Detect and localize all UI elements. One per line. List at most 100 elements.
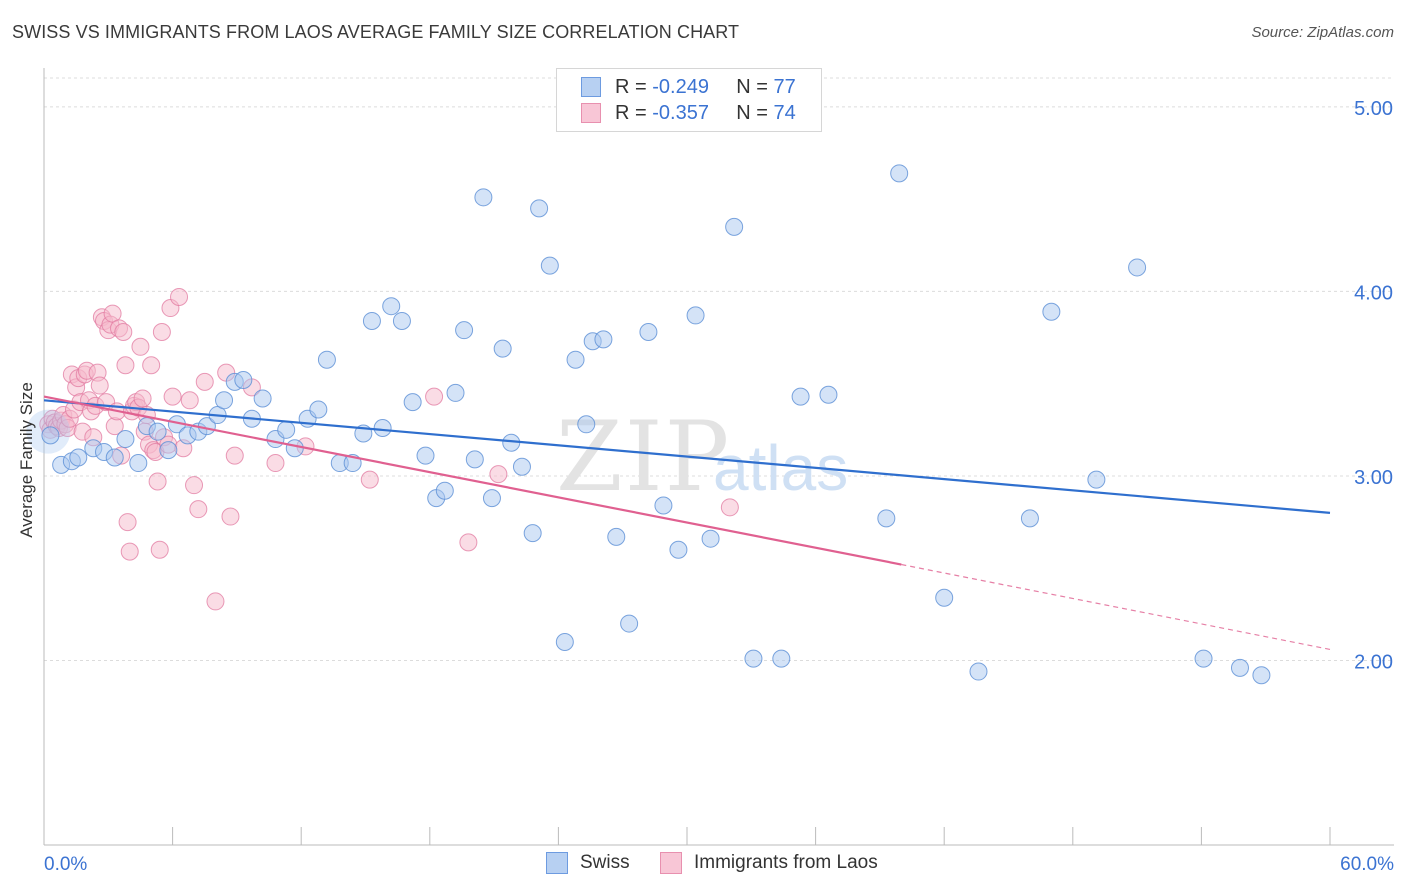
tick-labels: 2.00 3.00 4.00 5.00 0.0% 60.0% [44,98,1394,875]
swiss-point [512,457,531,476]
laos-point [90,376,109,395]
swiss-point [403,393,422,412]
swiss-point [654,496,673,515]
swiss-point [725,217,744,236]
laos-point [185,476,204,495]
legend: R = -0.249 N = 77 R = -0.357 N = 74 [556,68,822,132]
laos-point [720,498,739,517]
swiss-point [285,439,304,458]
bottom-legend-label-swiss: Swiss [580,852,630,873]
y-tick-label: 4.00 [1354,282,1393,304]
trend-lines [43,395,1331,650]
legend-r-value-laos: -0.357 [652,101,709,124]
x-tick-label-max: 60.0% [1340,854,1394,875]
legend-r-value-swiss: -0.249 [652,75,709,98]
swiss-point [1087,470,1106,489]
swiss-point [594,330,613,349]
swiss-point [1194,649,1213,668]
swiss-point [309,400,328,419]
grid-lines [44,77,1394,661]
swiss-point [392,311,411,330]
swiss-point [416,446,435,465]
legend-n-value-laos: 74 [773,101,796,124]
swiss-point [639,323,658,342]
laos-point [221,507,240,526]
swiss-point [620,614,639,633]
swiss-point [215,391,234,410]
legend-n-label-laos: N = [736,101,768,124]
laos-point [163,387,182,406]
swiss-point [446,383,465,402]
laos-point [206,592,225,611]
laos-point [425,387,444,406]
swiss-point [41,426,60,445]
swiss-point [969,662,988,681]
swiss-point [277,420,296,439]
bottom-legend-laos: Immigrants from Laos [660,852,878,874]
legend-swatch-swiss [581,77,601,97]
swiss-point [474,188,493,207]
bottom-legend-swiss: Swiss [546,852,630,874]
swiss-point [253,389,272,408]
legend-row-swiss: R = -0.249 N = 77 [581,75,796,99]
swiss-point [577,415,596,434]
laos-point [152,323,171,342]
laos-point [133,389,152,408]
swiss-point [701,529,720,548]
swiss-point [530,199,549,218]
laos-point [150,540,169,559]
swiss-point [116,430,135,449]
laos-point [195,372,214,391]
laos-point [118,513,137,532]
bottom-legend-label-laos: Immigrants from Laos [694,852,878,873]
swiss-point [373,418,392,437]
swiss-point [877,509,896,528]
swiss-point [435,481,454,500]
legend-n-label-swiss: N = [736,75,768,98]
y-tick-label: 3.00 [1354,467,1393,489]
bottom-legend-swatch-laos [660,852,682,874]
swiss-point [148,422,167,441]
trend-line-swiss [43,399,1331,514]
legend-row-laos: R = -0.357 N = 74 [581,101,796,125]
swiss-point [791,387,810,406]
swiss-point [819,385,838,404]
swiss-point [555,633,574,652]
laos-point [489,465,508,484]
laos-point [131,337,150,356]
laos-point [120,542,139,561]
swiss-point [540,256,559,275]
legend-r-label-swiss: R = [615,75,647,98]
trend-line-laos-extension [901,563,1331,650]
bottom-legend-swatch-swiss [546,852,568,874]
x-tick-label-min: 0.0% [44,854,87,875]
legend-swatch-laos [581,103,601,123]
swiss-point [482,489,501,508]
swiss-point [1042,302,1061,321]
swiss-point [317,350,336,369]
swiss-point [1128,258,1147,277]
y-tick-label: 2.00 [1354,651,1393,673]
series-swiss-points [26,164,1271,685]
chart-title: SWISS VS IMMIGRANTS FROM LAOS AVERAGE FA… [12,22,740,42]
swiss-point [1230,658,1249,677]
swiss-point [234,371,253,389]
y-tick-label: 5.00 [1354,98,1393,120]
swiss-point [159,441,178,460]
swiss-point [455,321,474,340]
swiss-point [69,448,88,467]
swiss-point [772,649,791,668]
legend-r-label-laos: R = [615,101,647,124]
laos-point [459,533,478,552]
legend-n-value-swiss: 77 [773,75,796,98]
laos-point [114,323,133,342]
chart-source: Source: ZipAtlas.com [1251,24,1394,41]
laos-point [148,472,167,491]
swiss-point [382,297,401,316]
trend-line-laos [43,395,902,566]
swiss-point [744,649,763,668]
swiss-point [129,454,148,473]
laos-point [225,446,244,465]
swiss-point [669,540,688,559]
